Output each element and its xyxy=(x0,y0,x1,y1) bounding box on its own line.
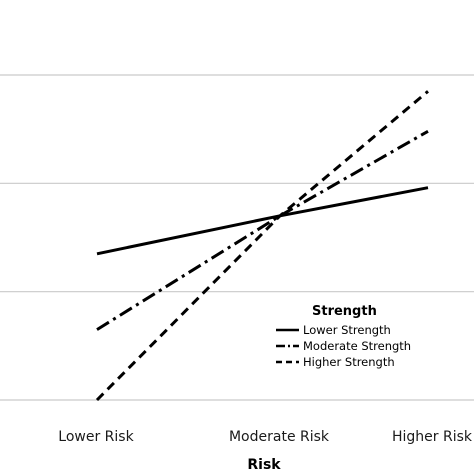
legend: Strength Lower Strength Moderate Strength… xyxy=(276,304,411,369)
legend-label: Lower Strength xyxy=(303,323,391,337)
series-line-1 xyxy=(96,129,429,331)
x-axis-title: Risk xyxy=(247,457,281,473)
legend-label: Moderate Strength xyxy=(303,339,411,353)
x-tick-labels: Lower Risk Moderate Risk Higher Risk xyxy=(58,429,473,445)
x-tick-label: Higher Risk xyxy=(392,429,473,445)
legend-title: Strength xyxy=(312,304,377,319)
x-tick-label: Lower Risk xyxy=(58,429,134,445)
legend-label: Higher Strength xyxy=(303,355,395,369)
legend-items: Lower Strength Moderate Strength Higher St… xyxy=(276,323,411,369)
series-lines xyxy=(95,90,429,402)
series-line-0 xyxy=(96,186,429,256)
series-line-2 xyxy=(95,90,429,402)
x-tick-label: Moderate Risk xyxy=(229,429,330,445)
gridlines xyxy=(0,74,474,401)
